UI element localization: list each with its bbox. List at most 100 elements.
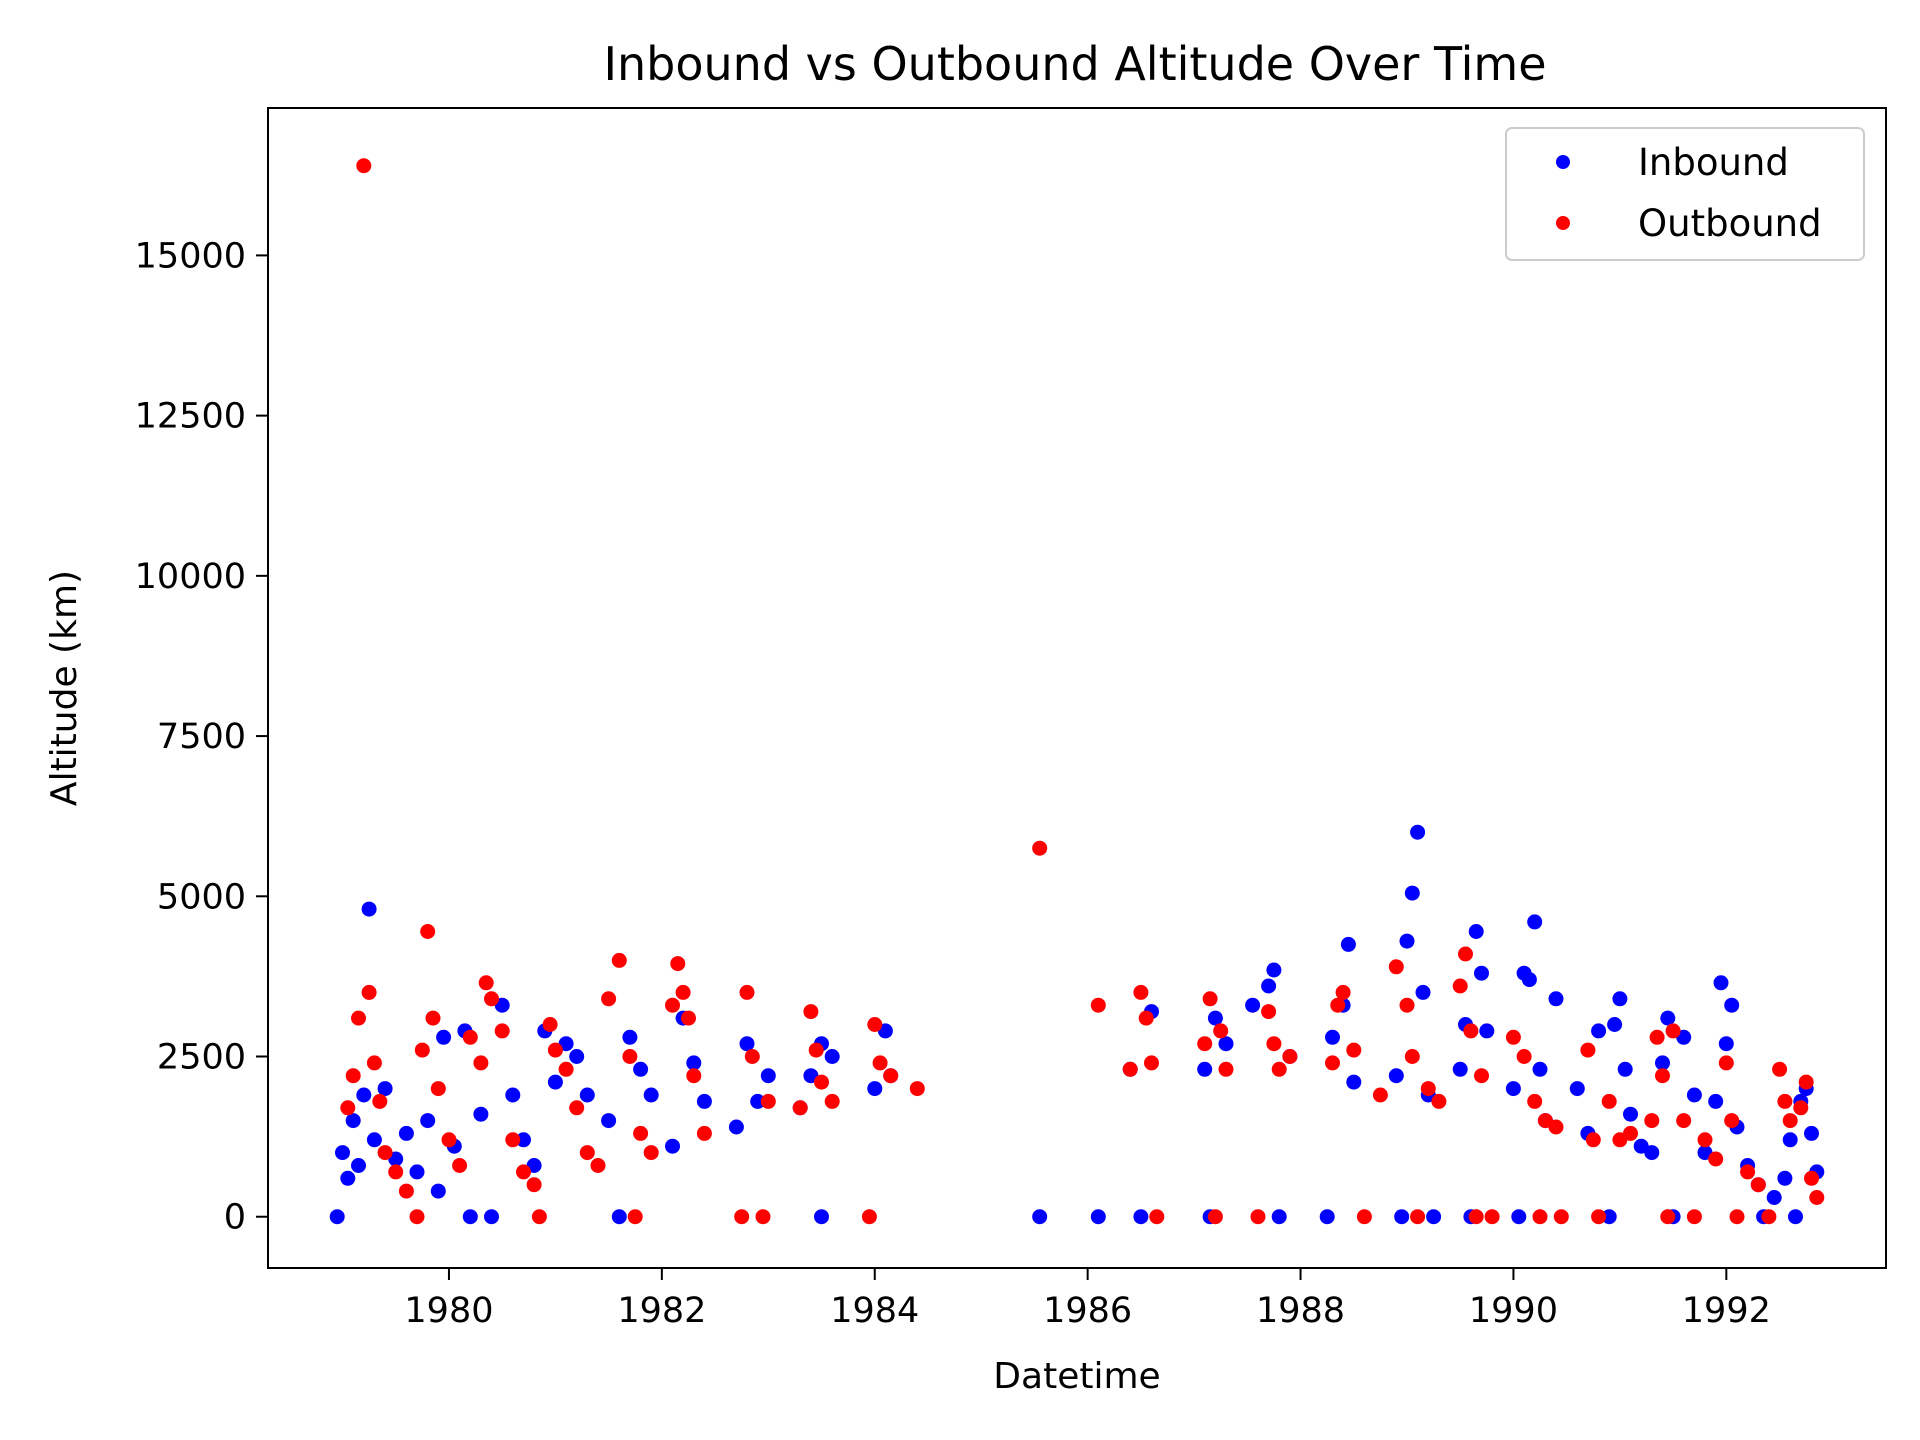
data-point-outbound (462, 1029, 478, 1045)
data-point-outbound (1144, 1055, 1159, 1071)
data-point-outbound (425, 1010, 441, 1026)
y-tick-label: 7500 (157, 717, 246, 757)
data-point-outbound (1527, 1093, 1543, 1109)
data-point-inbound (1782, 1132, 1798, 1148)
data-point-outbound (345, 1068, 361, 1084)
data-point-outbound (1591, 1209, 1607, 1225)
data-point-outbound (814, 1074, 829, 1090)
data-point-outbound (824, 1093, 840, 1109)
y-tick-label: 12500 (135, 397, 246, 437)
data-point-inbound (1718, 1036, 1734, 1052)
data-point-inbound (1261, 978, 1277, 994)
data-point-outbound (696, 1125, 712, 1141)
data-point-outbound (1388, 959, 1404, 975)
data-point-outbound (1271, 1061, 1287, 1077)
data-point-inbound (1788, 1209, 1803, 1225)
data-point-outbound (473, 1055, 489, 1071)
data-point-inbound (1426, 1209, 1442, 1225)
data-point-outbound (1149, 1209, 1165, 1225)
data-point-outbound (627, 1209, 643, 1225)
data-point-outbound (531, 1209, 547, 1225)
data-point-outbound (1266, 1036, 1282, 1052)
data-point-inbound (1090, 1209, 1106, 1225)
y-tick-label: 5000 (157, 877, 246, 917)
data-point-outbound (1548, 1119, 1564, 1135)
data-point-inbound (1777, 1170, 1793, 1186)
y-tick-label: 15000 (135, 236, 246, 276)
data-point-inbound (824, 1049, 840, 1064)
data-point-outbound (601, 991, 617, 1007)
data-point-outbound (681, 1010, 696, 1026)
data-point-inbound (1399, 933, 1415, 949)
data-point-outbound (755, 1209, 771, 1225)
y-tick-label: 10000 (135, 557, 246, 597)
data-point-outbound (739, 984, 755, 1000)
data-point-outbound (1516, 1049, 1532, 1064)
data-point-inbound (1708, 1093, 1724, 1109)
x-axis-label: Datetime (993, 1356, 1160, 1397)
data-point-inbound (1607, 1017, 1623, 1032)
data-point-outbound (1553, 1209, 1569, 1225)
data-point-inbound (516, 1132, 531, 1148)
data-point-inbound (1617, 1061, 1633, 1077)
data-point-outbound (1697, 1132, 1713, 1148)
data-point-inbound (361, 901, 377, 917)
data-point-outbound (388, 1164, 404, 1180)
data-point-outbound (452, 1158, 468, 1173)
data-point-inbound (1325, 1029, 1340, 1045)
x-tick-label: 1992 (1682, 1291, 1771, 1331)
data-point-outbound (670, 956, 686, 972)
data-point-inbound (377, 1081, 393, 1097)
data-point-outbound (1585, 1132, 1601, 1148)
data-point-outbound (1761, 1209, 1777, 1225)
data-point-inbound (814, 1209, 829, 1225)
data-point-outbound (1261, 1004, 1277, 1020)
data-point-outbound (1325, 1055, 1340, 1071)
data-point-outbound (1750, 1177, 1766, 1193)
data-point-inbound (867, 1081, 883, 1097)
data-point-outbound (1250, 1209, 1266, 1225)
data-point-outbound (1404, 1049, 1420, 1064)
data-point-outbound (1474, 1068, 1489, 1084)
data-point-outbound (1708, 1151, 1724, 1167)
data-point-inbound (601, 1113, 617, 1129)
data-point-outbound (484, 991, 499, 1007)
data-point-inbound (1591, 1023, 1607, 1039)
data-point-inbound (356, 1087, 372, 1103)
y-axis: 0 2500 5000 7500 10000 12500 15000 (135, 236, 268, 1238)
data-point-outbound (1601, 1093, 1617, 1109)
data-point-outbound (1798, 1074, 1814, 1090)
data-point-inbound (366, 1132, 382, 1148)
data-point-inbound (547, 1074, 563, 1090)
data-point-outbound (1372, 1087, 1388, 1103)
data-point-inbound (351, 1158, 366, 1173)
data-point-inbound (1394, 1209, 1410, 1225)
data-point-inbound (473, 1106, 489, 1122)
data-point-outbound (516, 1164, 531, 1180)
data-point-outbound (1431, 1093, 1447, 1109)
data-point-outbound (430, 1081, 446, 1097)
x-tick-label: 1990 (1469, 1291, 1558, 1331)
data-point-inbound (1468, 924, 1484, 939)
data-point-outbound (883, 1068, 899, 1084)
data-point-inbound (1415, 984, 1431, 1000)
data-point-outbound (1729, 1209, 1745, 1225)
data-point-inbound (1532, 1061, 1548, 1077)
data-point-inbound (1612, 991, 1628, 1007)
data-point-inbound (462, 1209, 478, 1225)
data-point-outbound (1532, 1209, 1548, 1225)
data-point-inbound (696, 1093, 712, 1109)
data-point-outbound (665, 997, 680, 1013)
data-point-outbound (542, 1017, 558, 1032)
y-tick-label: 0 (224, 1198, 246, 1238)
data-point-outbound (1505, 1029, 1521, 1045)
data-point-outbound (351, 1010, 366, 1026)
data-point-inbound (505, 1087, 521, 1103)
data-point-outbound (1122, 1061, 1138, 1077)
data-point-inbound (1505, 1081, 1521, 1097)
data-point-outbound (611, 952, 627, 968)
data-point-outbound (1718, 1055, 1734, 1071)
data-point-outbound (1335, 984, 1351, 1000)
